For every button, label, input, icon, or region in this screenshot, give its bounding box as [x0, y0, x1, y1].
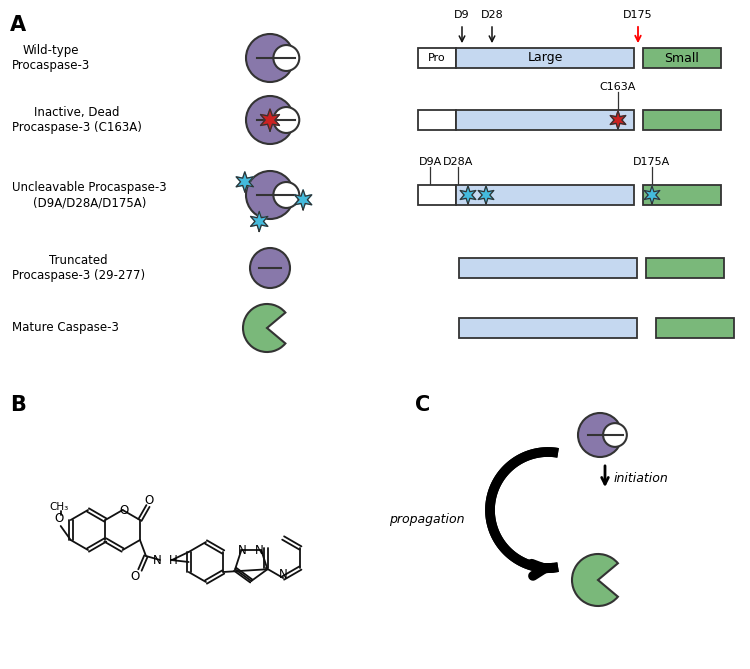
Text: D175A: D175A: [633, 157, 670, 167]
Text: Inactive, Dead
Procaspase-3 (C163A): Inactive, Dead Procaspase-3 (C163A): [12, 106, 142, 134]
Text: D9A: D9A: [419, 157, 442, 167]
Text: Mature Caspase-3: Mature Caspase-3: [12, 322, 119, 334]
Bar: [643, 185, 721, 205]
Text: O: O: [119, 504, 128, 516]
Wedge shape: [243, 304, 286, 352]
Text: Small: Small: [664, 52, 700, 64]
Text: N: N: [279, 569, 287, 581]
Text: Wild-type
Procaspase-3: Wild-type Procaspase-3: [12, 44, 90, 72]
Bar: [418, 110, 456, 130]
Bar: [459, 258, 637, 278]
Text: O: O: [144, 494, 154, 506]
Polygon shape: [251, 211, 268, 231]
Circle shape: [246, 96, 294, 144]
Circle shape: [273, 182, 299, 208]
Bar: [418, 185, 456, 205]
Text: B: B: [10, 395, 26, 415]
Text: O: O: [130, 571, 140, 583]
Polygon shape: [260, 109, 280, 131]
Text: A: A: [10, 15, 26, 35]
Text: D28: D28: [481, 10, 503, 20]
Text: D28A: D28A: [442, 157, 473, 167]
Text: N: N: [153, 553, 162, 567]
Text: C163A: C163A: [600, 82, 636, 92]
Bar: [456, 185, 634, 205]
Bar: [646, 258, 724, 278]
Circle shape: [246, 171, 294, 219]
Text: N: N: [255, 544, 264, 557]
Bar: [459, 318, 637, 338]
Text: Uncleavable Procaspase-3
(D9A/D28A/D175A): Uncleavable Procaspase-3 (D9A/D28A/D175A…: [12, 181, 166, 209]
Polygon shape: [610, 111, 626, 129]
Circle shape: [603, 423, 627, 447]
Polygon shape: [295, 190, 312, 210]
Bar: [456, 48, 634, 68]
Text: H: H: [169, 553, 178, 567]
Bar: [656, 318, 734, 338]
Text: Pro: Pro: [428, 53, 445, 63]
Text: Truncated
Procaspase-3 (29-277): Truncated Procaspase-3 (29-277): [12, 254, 146, 282]
Bar: [643, 48, 721, 68]
Text: D175: D175: [623, 10, 652, 20]
Circle shape: [273, 107, 299, 133]
Polygon shape: [236, 172, 254, 192]
Polygon shape: [460, 186, 476, 204]
Circle shape: [250, 248, 290, 288]
Text: CH₃: CH₃: [49, 502, 68, 512]
Circle shape: [246, 34, 294, 82]
Circle shape: [273, 45, 299, 71]
Text: initiation: initiation: [614, 472, 669, 484]
Text: O: O: [54, 512, 63, 524]
Text: C: C: [415, 395, 430, 415]
Circle shape: [578, 413, 622, 457]
Bar: [456, 110, 634, 130]
Polygon shape: [644, 186, 660, 204]
Bar: [418, 48, 456, 68]
Wedge shape: [572, 554, 618, 606]
Text: N: N: [238, 544, 247, 557]
Bar: [643, 110, 721, 130]
Polygon shape: [478, 186, 494, 204]
Text: D9: D9: [454, 10, 470, 20]
Text: Large: Large: [527, 52, 562, 64]
Text: propagation: propagation: [389, 514, 465, 527]
